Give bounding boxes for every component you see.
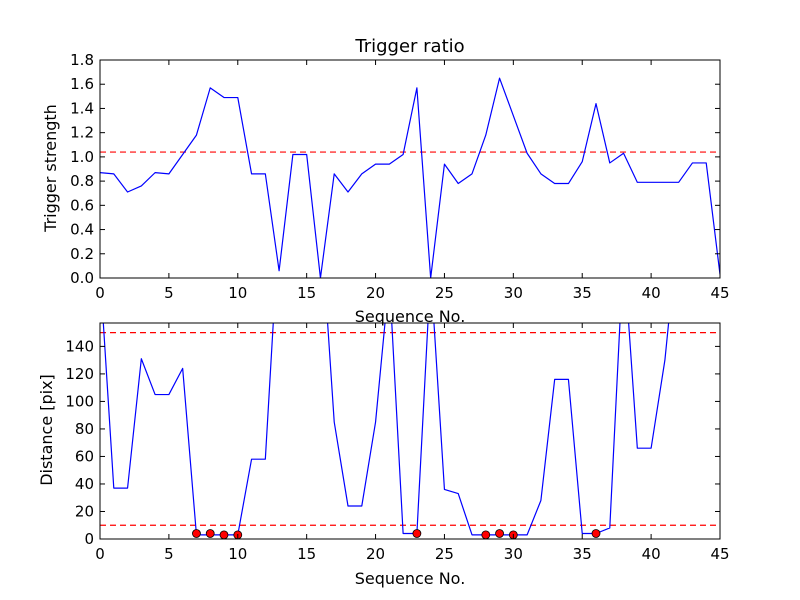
x-tick-label: 0 (95, 284, 105, 302)
y-tick-label: 1.0 (70, 148, 94, 166)
axes-frame (99, 322, 721, 540)
axes-frame (99, 59, 721, 279)
x-tick-label: 30 (504, 284, 523, 302)
x-tick-label: 0 (95, 545, 105, 563)
y-tick-label: 80 (75, 420, 94, 438)
x-tick-label: 20 (366, 284, 385, 302)
data-point-marker (205, 529, 215, 538)
series-line (102, 323, 670, 536)
y-axis-label: Distance [pix] (37, 374, 56, 486)
chart-title: Trigger ratio (354, 36, 464, 57)
x-tick-label: 35 (573, 545, 592, 563)
x-tick-label: 10 (228, 284, 247, 302)
y-tick-label: 0 (84, 530, 94, 548)
series-line (100, 77, 720, 278)
y-tick-label: 0.2 (70, 245, 94, 263)
x-tick-label: 10 (228, 545, 247, 563)
y-tick-label: 140 (65, 337, 94, 355)
y-tick-label: 0.6 (70, 196, 94, 214)
x-tick-label: 40 (642, 284, 661, 302)
x-tick-label: 30 (504, 545, 523, 563)
data-point-marker (591, 529, 601, 538)
y-tick-label: 1.2 (70, 124, 94, 142)
plot-area: 0 5 10 15 20 25 30 35 40 45 0 20 40 60 80 100 120 140 (65, 322, 730, 563)
plot-content (100, 77, 720, 278)
y-tick-label: 1.4 (70, 99, 94, 117)
x-tick-label: 45 (710, 284, 729, 302)
x-tick-label: 20 (366, 545, 385, 563)
x-tick-label: 40 (642, 545, 661, 563)
data-point-marker (481, 530, 491, 540)
x-tick-label: 45 (710, 545, 729, 563)
data-point-marker (219, 530, 229, 540)
x-tick-label: 15 (297, 284, 316, 302)
y-tick-label: 20 (75, 502, 94, 520)
x-tick-label: 5 (164, 284, 174, 302)
x-axis-label: Sequence No. (355, 569, 466, 588)
y-tick-label: 40 (75, 475, 94, 493)
data-point-marker (192, 529, 201, 538)
y-tick-label: 0.4 (70, 221, 94, 239)
x-tick-label: 25 (435, 284, 454, 302)
trigger-ratio-chart: Trigger ratio Trigger strength Sequence … (41, 36, 730, 326)
data-point-marker (412, 529, 422, 538)
y-tick-label: 60 (75, 447, 94, 465)
y-tick-label: 1.8 (70, 51, 94, 69)
x-tick-label: 5 (164, 545, 174, 563)
x-axis-label: Sequence No. (355, 307, 466, 326)
x-tick-label: 25 (435, 545, 454, 563)
y-tick-label: 0.0 (70, 269, 94, 287)
y-axis-label: Trigger strength (41, 104, 60, 233)
x-tick-label: 15 (297, 545, 316, 563)
x-tick-label: 35 (573, 284, 592, 302)
plot-area: 0 5 10 15 20 25 30 35 40 45 0.0 0.2 0.4 0.6 0.8 1.0 1.2 1… (70, 51, 729, 302)
plot-content (100, 323, 720, 536)
y-tick-label: 120 (65, 365, 94, 383)
distance-chart: Distance [pix] Sequence No. 0 5 10 15 20 25 30… (37, 322, 730, 588)
data-point-marker (495, 529, 504, 538)
y-tick-label: 100 (65, 392, 94, 410)
y-tick-label: 1.6 (70, 75, 94, 93)
y-tick-label: 0.8 (70, 172, 94, 190)
